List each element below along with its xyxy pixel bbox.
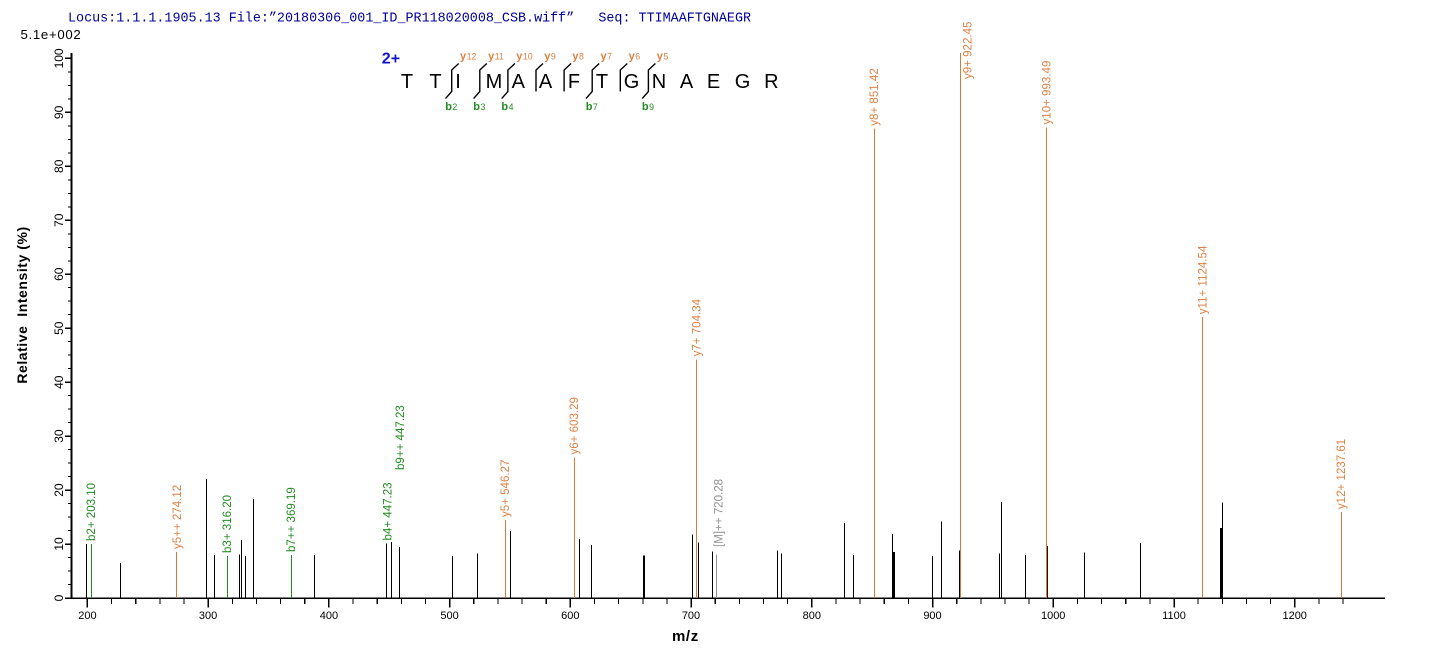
- svg-text:800: 800: [803, 610, 821, 622]
- svg-text:1100: 1100: [1162, 610, 1186, 622]
- svg-text:y5+ 546.27: y5+ 546.27: [500, 460, 512, 517]
- svg-text:b9: b9: [642, 101, 654, 113]
- svg-text:y8+ 851.42: y8+ 851.42: [869, 68, 881, 125]
- svg-text:y5: y5: [657, 51, 669, 63]
- svg-text:30: 30: [52, 429, 66, 443]
- svg-text:y10: y10: [516, 51, 533, 63]
- svg-text:b7: b7: [586, 101, 598, 113]
- svg-text:T: T: [401, 71, 413, 93]
- svg-text:Locus:1.1.1.1905.13 File:”2018: Locus:1.1.1.1905.13 File:”20180306_001_I…: [68, 11, 751, 26]
- svg-text:b2: b2: [445, 101, 457, 113]
- svg-text:y8: y8: [572, 51, 584, 63]
- svg-text:b4+ 447.23: b4+ 447.23: [382, 482, 394, 540]
- svg-text:700: 700: [682, 610, 700, 622]
- svg-text:y9+ 922.45: y9+ 922.45: [963, 22, 975, 79]
- svg-text:A: A: [512, 71, 526, 93]
- svg-text:G: G: [624, 71, 640, 93]
- svg-text:[M]++ 720.28: [M]++ 720.28: [713, 479, 725, 547]
- svg-text:b9++ 447.23: b9++ 447.23: [395, 405, 407, 470]
- svg-text:y10+ 993.49: y10+ 993.49: [1042, 61, 1054, 125]
- svg-text:y5++ 274.12: y5++ 274.12: [172, 485, 184, 549]
- svg-text:1200: 1200: [1282, 610, 1306, 622]
- svg-text:I: I: [455, 71, 461, 93]
- svg-text:m/z: m/z: [672, 628, 699, 645]
- svg-text:0: 0: [52, 594, 66, 601]
- svg-text:900: 900: [923, 610, 941, 622]
- svg-text:70: 70: [52, 213, 66, 227]
- svg-text:80: 80: [52, 159, 66, 173]
- svg-text:y12: y12: [460, 51, 477, 63]
- svg-text:b3+ 316.20: b3+ 316.20: [222, 495, 234, 553]
- svg-text:5.1e+002: 5.1e+002: [21, 27, 82, 42]
- svg-text:1000: 1000: [1041, 610, 1065, 622]
- svg-text:50: 50: [52, 321, 66, 335]
- svg-text:T: T: [429, 71, 441, 93]
- svg-text:20: 20: [52, 483, 66, 497]
- svg-text:R: R: [764, 71, 778, 93]
- svg-text:A: A: [539, 71, 553, 93]
- svg-text:Relative Intensity (%): Relative Intensity (%): [14, 226, 30, 383]
- svg-text:60: 60: [52, 267, 66, 281]
- svg-text:y9: y9: [544, 51, 556, 63]
- svg-text:200: 200: [78, 610, 96, 622]
- svg-text:10: 10: [52, 537, 66, 551]
- svg-text:500: 500: [440, 610, 458, 622]
- svg-text:100: 100: [52, 48, 66, 68]
- svg-text:N: N: [652, 71, 666, 93]
- svg-text:M: M: [486, 71, 503, 93]
- svg-text:40: 40: [52, 375, 66, 389]
- svg-text:T: T: [596, 71, 608, 93]
- svg-text:y7+ 704.34: y7+ 704.34: [691, 298, 703, 356]
- svg-text:y6: y6: [629, 51, 641, 63]
- svg-text:90: 90: [52, 105, 66, 119]
- svg-text:400: 400: [320, 610, 338, 622]
- svg-text:b2+ 203.10: b2+ 203.10: [86, 483, 98, 541]
- svg-text:300: 300: [199, 610, 217, 622]
- svg-text:b7++ 369.19: b7++ 369.19: [286, 487, 298, 552]
- svg-text:2+: 2+: [382, 51, 400, 68]
- svg-text:y6+ 603.29: y6+ 603.29: [569, 397, 581, 454]
- svg-text:G: G: [735, 71, 751, 93]
- svg-text:y11: y11: [488, 51, 504, 63]
- svg-text:b4: b4: [501, 101, 513, 113]
- svg-text:y11+ 1124.54: y11+ 1124.54: [1198, 245, 1210, 314]
- svg-text:y12+ 1237.61: y12+ 1237.61: [1336, 439, 1348, 509]
- svg-text:b3: b3: [473, 101, 485, 113]
- svg-text:E: E: [707, 71, 720, 93]
- svg-text:y7: y7: [601, 51, 613, 63]
- svg-text:A: A: [680, 71, 694, 93]
- svg-text:F: F: [568, 71, 580, 93]
- svg-text:600: 600: [561, 610, 579, 622]
